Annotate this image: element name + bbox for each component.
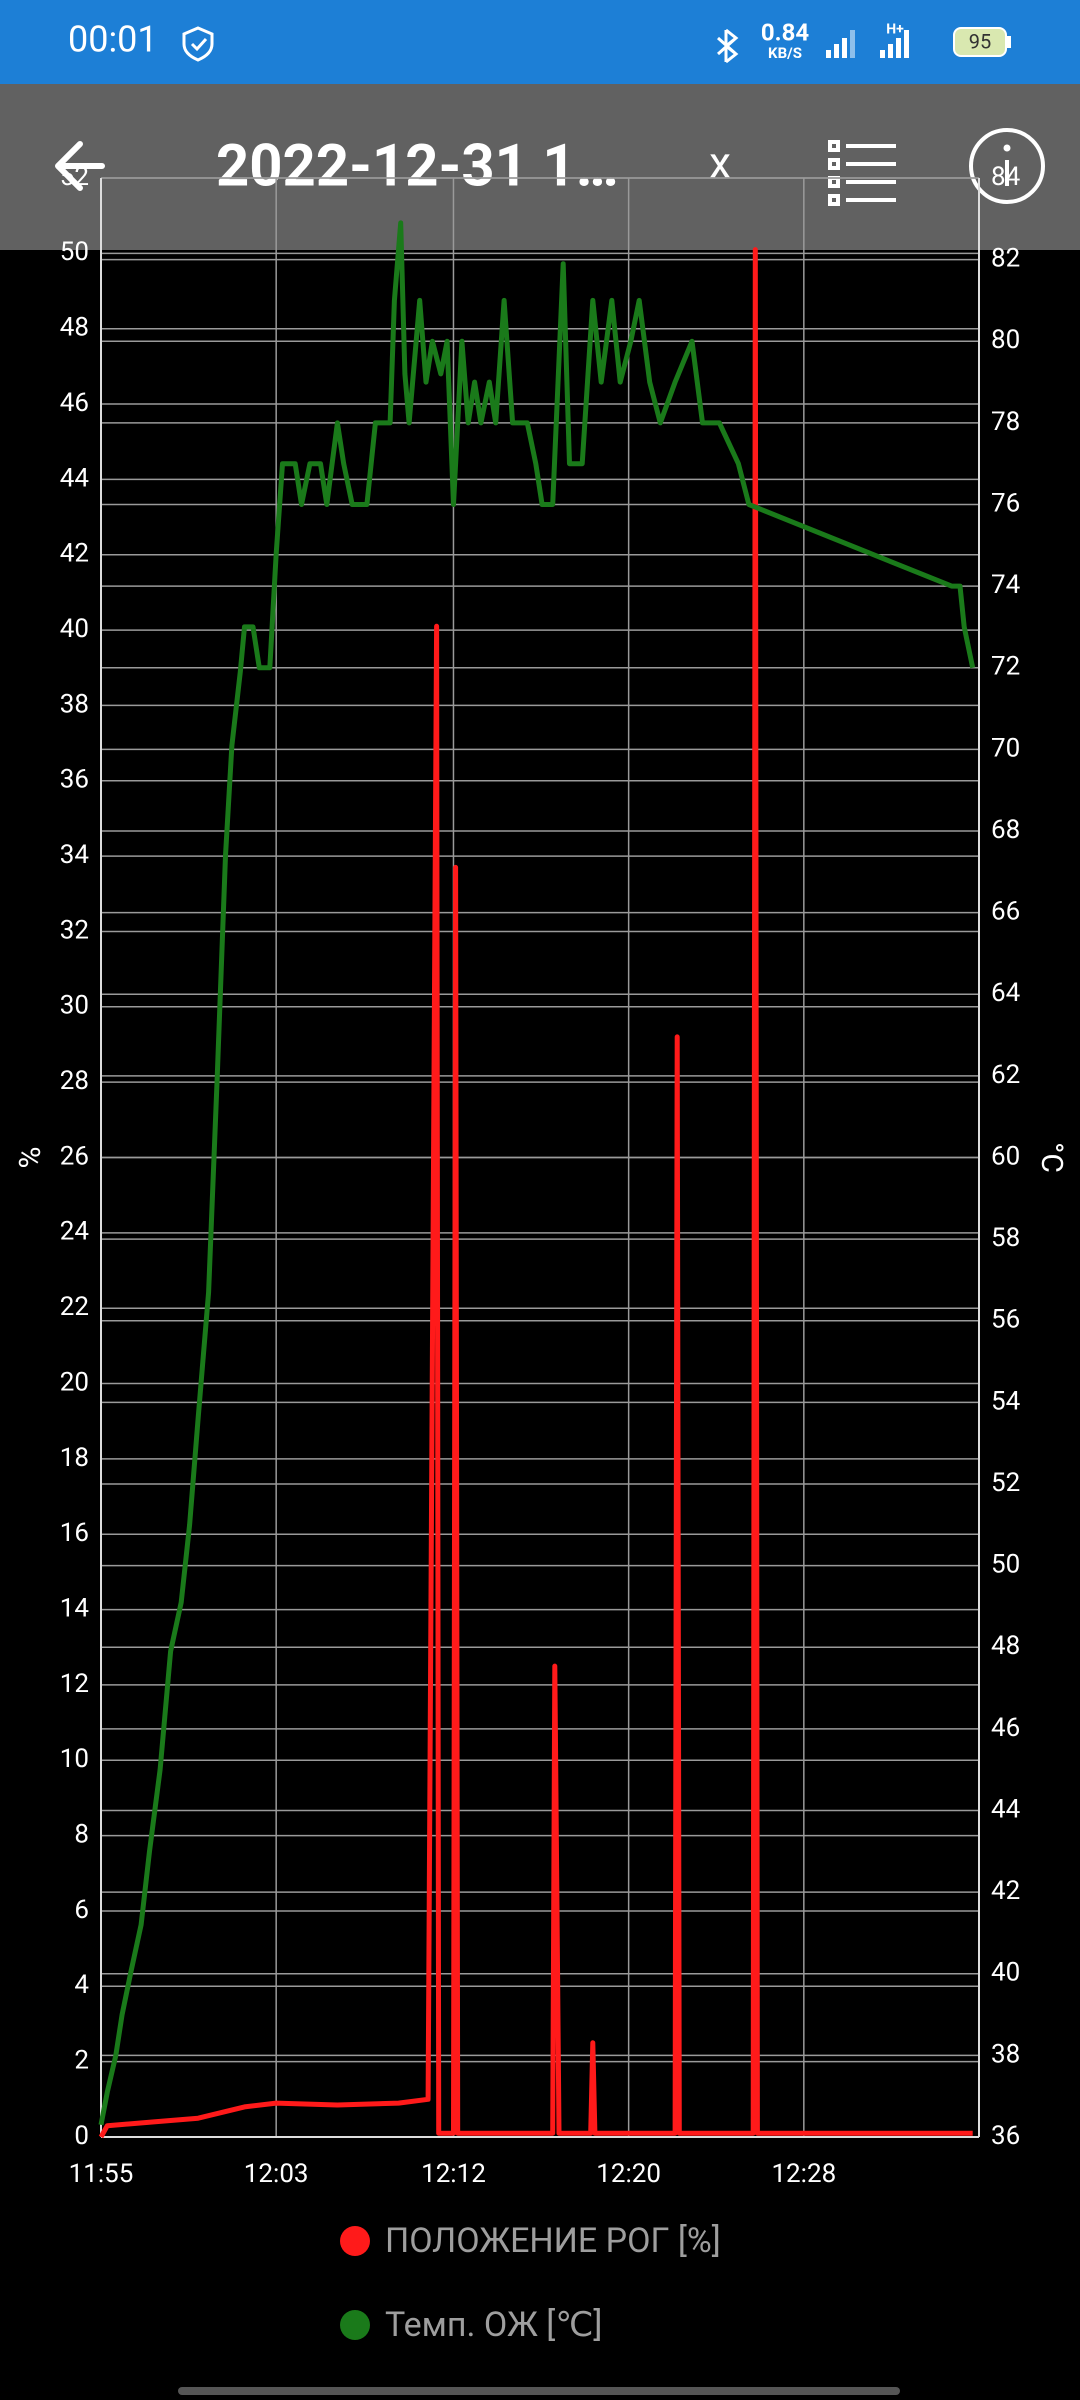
y-tick-label: 6 [74, 1895, 89, 1925]
y-tick-label: 42 [60, 539, 89, 569]
y2-tick-label: 72 [991, 652, 1020, 682]
y2-tick-label: 52 [991, 1468, 1020, 1498]
y2-tick-label: 38 [991, 2039, 1020, 2069]
y-tick-label: 34 [60, 840, 90, 870]
series-line [98, 220, 976, 2126]
y-tick-label: 4 [74, 1970, 89, 2000]
y-tick-label: 16 [60, 1518, 89, 1548]
y-tick-label: 52 [60, 162, 89, 192]
app-title: 2022-12-31 1… [216, 132, 619, 200]
y2-tick-label: 78 [991, 407, 1020, 437]
status-time: 00:01 [68, 19, 158, 61]
y2-tick-label: 44 [991, 1794, 1021, 1824]
y2-tick-label: 60 [991, 1141, 1020, 1171]
y-tick-label: 0 [74, 2121, 89, 2151]
y2-tick-label: 50 [991, 1550, 1020, 1580]
y-tick-label: 46 [60, 388, 89, 418]
y-tick-label: 2 [74, 2046, 89, 2076]
nav-handle [178, 2387, 900, 2395]
y-axis-title: % [13, 1147, 48, 1169]
y2-tick-label: 40 [991, 1958, 1020, 1988]
y2-tick-label: 48 [991, 1631, 1020, 1661]
y2-tick-label: 68 [991, 815, 1020, 845]
network-type: H+ [886, 22, 904, 38]
legend-marker [340, 2310, 370, 2340]
y-tick-label: 48 [60, 313, 89, 343]
y-tick-label: 30 [60, 991, 89, 1021]
y2-tick-label: 84 [991, 162, 1021, 192]
x-tick-label: 12:20 [596, 2159, 661, 2189]
x-tick-label: 12:12 [421, 2159, 486, 2189]
y-tick-label: 28 [60, 1066, 89, 1096]
y2-tick-label: 58 [991, 1223, 1020, 1253]
info-button[interactable] [969, 128, 1045, 204]
y2-tick-label: 82 [991, 244, 1020, 274]
y-tick-label: 36 [60, 765, 89, 795]
signal-icon [826, 30, 909, 58]
close-button[interactable]: x [709, 137, 731, 189]
y2-tick-label: 46 [991, 1713, 1020, 1743]
battery-tip [1007, 36, 1011, 48]
net-speed: 0.84 [761, 18, 810, 46]
x-tick-label: 12:03 [244, 2159, 309, 2189]
list-button[interactable] [828, 140, 896, 206]
y2-tick-label: 70 [991, 733, 1020, 763]
y-tick-label: 40 [60, 614, 89, 644]
legend-marker [340, 2226, 370, 2256]
y-tick-label: 44 [60, 463, 90, 493]
y-tick-label: 12 [60, 1669, 89, 1699]
y2-tick-label: 76 [991, 488, 1020, 518]
y-tick-label: 20 [60, 1367, 89, 1397]
series-line [98, 247, 973, 2139]
y2-tick-label: 80 [991, 325, 1020, 355]
y-tick-label: 18 [60, 1443, 89, 1473]
y2-tick-label: 42 [991, 1876, 1020, 1906]
chart: 0246810121416182022242628303234363840424… [13, 162, 1069, 2345]
legend-label: ПОЛОЖЕНИЕ РОГ [%] [385, 2221, 721, 2261]
y2-tick-label: 66 [991, 897, 1020, 927]
y-tick-label: 50 [60, 237, 89, 267]
net-speed-unit: KB/S [768, 44, 802, 62]
y2-tick-label: 62 [991, 1060, 1020, 1090]
y2-tick-label: 56 [991, 1305, 1020, 1335]
y-tick-label: 24 [60, 1217, 90, 1247]
status-bar [0, 0, 1080, 84]
y-tick-label: 38 [60, 689, 89, 719]
y2-axis-title: °C [1034, 1142, 1069, 1173]
y-tick-label: 8 [74, 1819, 89, 1849]
app-bar [0, 84, 1080, 250]
y2-tick-label: 54 [991, 1386, 1021, 1416]
back-button[interactable] [55, 141, 105, 191]
y2-tick-label: 74 [991, 570, 1021, 600]
y-tick-label: 10 [60, 1744, 89, 1774]
y-tick-label: 14 [60, 1593, 90, 1623]
x-tick-label: 12:28 [771, 2159, 836, 2189]
x-tick-label: 11:55 [69, 2159, 134, 2189]
y-tick-label: 22 [60, 1292, 89, 1322]
y2-tick-label: 36 [991, 2121, 1020, 2151]
battery-level: 95 [969, 29, 991, 53]
y2-tick-label: 64 [991, 978, 1021, 1008]
legend-label: Темп. ОЖ [℃] [385, 2305, 602, 2345]
shield-icon [182, 26, 214, 62]
y-tick-label: 32 [60, 915, 89, 945]
bluetooth-icon [717, 28, 739, 64]
battery-icon [953, 27, 1007, 57]
y-tick-label: 26 [60, 1141, 89, 1171]
